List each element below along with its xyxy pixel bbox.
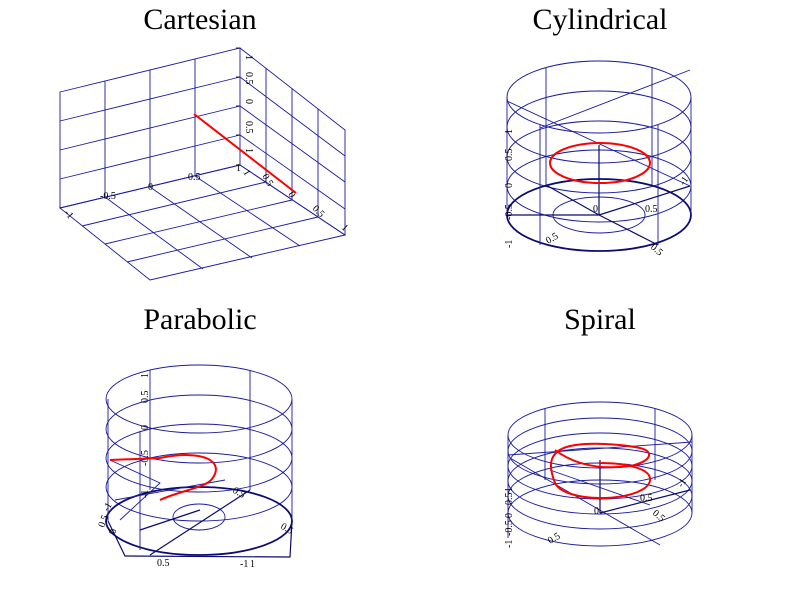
panel-spiral: Spiral -1 -0.5 0 0.5 1 0.5 0 0.5 <box>504 303 693 548</box>
series-line-cylindrical <box>549 142 651 184</box>
title-spiral: Spiral <box>564 303 636 336</box>
panel-cartesian: Cartesian <box>58 3 350 281</box>
tick-label: 0.5 <box>243 121 254 134</box>
tick-label: 0.5 <box>157 558 170 569</box>
panel-cylindrical: Cylindrical -1 -0.5 0 0.5 1 0.5 0 <box>504 3 692 258</box>
tick-label: 0.5 <box>650 508 667 524</box>
tick-label: 0 <box>594 506 599 517</box>
tick-label: -1 <box>101 501 115 514</box>
tick-label: -0.5 <box>504 520 515 536</box>
tick-label: -1 <box>504 540 515 548</box>
tick-labels-parabolic: -1 -0.5 0 0.5 1 0.5 0.5 0.5 -1 0 -1 1 0.… <box>96 373 294 570</box>
tick-labels-cartesian: -1 -0.5 0 0.5 1 1 0.5 0 0.5 1 1 0.5 0 0.… <box>62 55 350 234</box>
grid-cylindrical <box>506 60 692 252</box>
tick-label: 0 <box>504 513 515 518</box>
tick-label: 1 <box>339 222 350 233</box>
tick-label: 0.5 <box>544 231 560 247</box>
tick-label: -0.5 <box>504 204 515 220</box>
tick-label: 1 <box>250 559 255 570</box>
grid-parabolic <box>105 364 293 558</box>
tick-label: 1 <box>236 163 241 174</box>
series-line-spiral <box>549 442 652 500</box>
tick-labels-spiral: -1 -0.5 0 0.5 1 0.5 0 0.5 0.5 -1 <box>504 477 689 548</box>
tick-label: 1 <box>140 373 151 378</box>
grid-spiral <box>507 401 693 547</box>
tick-label: 0 <box>108 529 119 534</box>
panel-parabolic: Parabolic -1 -0.5 0 0.5 1 0.5 0.5 <box>96 303 294 570</box>
tick-label: 0.5 <box>546 531 562 547</box>
tick-label: 1 <box>243 148 254 153</box>
tick-label: 0 <box>148 182 153 193</box>
tick-label: 0.5 <box>188 172 201 183</box>
tick-label: 0 <box>285 190 297 200</box>
tick-label: 0.5 <box>96 514 111 530</box>
tick-labels-cylindrical: -1 -0.5 0 0.5 1 0.5 0 0.5 0.5 -1 <box>504 129 691 258</box>
tick-label: -1 <box>240 559 248 570</box>
tick-label: 1 <box>243 55 254 60</box>
series-line-cartesian <box>193 113 297 194</box>
tick-label: 0.5 <box>279 521 295 537</box>
tick-label: 0.5 <box>231 485 247 501</box>
series-line-parabolic <box>109 454 217 501</box>
tick-label: 0.5 <box>310 203 327 220</box>
grid-cartesian <box>58 47 347 281</box>
ticks-cartesian <box>236 47 240 166</box>
tick-label: -0.5 <box>100 191 116 202</box>
title-cartesian: Cartesian <box>143 3 256 36</box>
tick-label: 0.5 <box>645 204 658 215</box>
tick-label: 1 <box>504 129 515 134</box>
tick-label: 0 <box>140 425 151 430</box>
tick-label: 0 <box>243 99 254 104</box>
tick-label: 0.5 <box>259 172 275 188</box>
tick-label: -1 <box>504 240 515 248</box>
tick-label: 0.5 <box>243 72 254 85</box>
title-parabolic: Parabolic <box>143 303 256 336</box>
tick-label: 0.5 <box>504 149 515 162</box>
tick-label: 0 <box>504 183 515 188</box>
tick-label: 0.5 <box>640 493 653 504</box>
tick-label: 0.5 <box>504 493 515 506</box>
tick-label: 1 <box>240 168 252 178</box>
title-cylindrical: Cylindrical <box>533 3 668 36</box>
tick-label: -1 <box>140 490 151 498</box>
tick-label: 1 <box>504 487 515 492</box>
tick-label: 0.5 <box>140 391 151 404</box>
tick-label: 0 <box>593 204 598 215</box>
